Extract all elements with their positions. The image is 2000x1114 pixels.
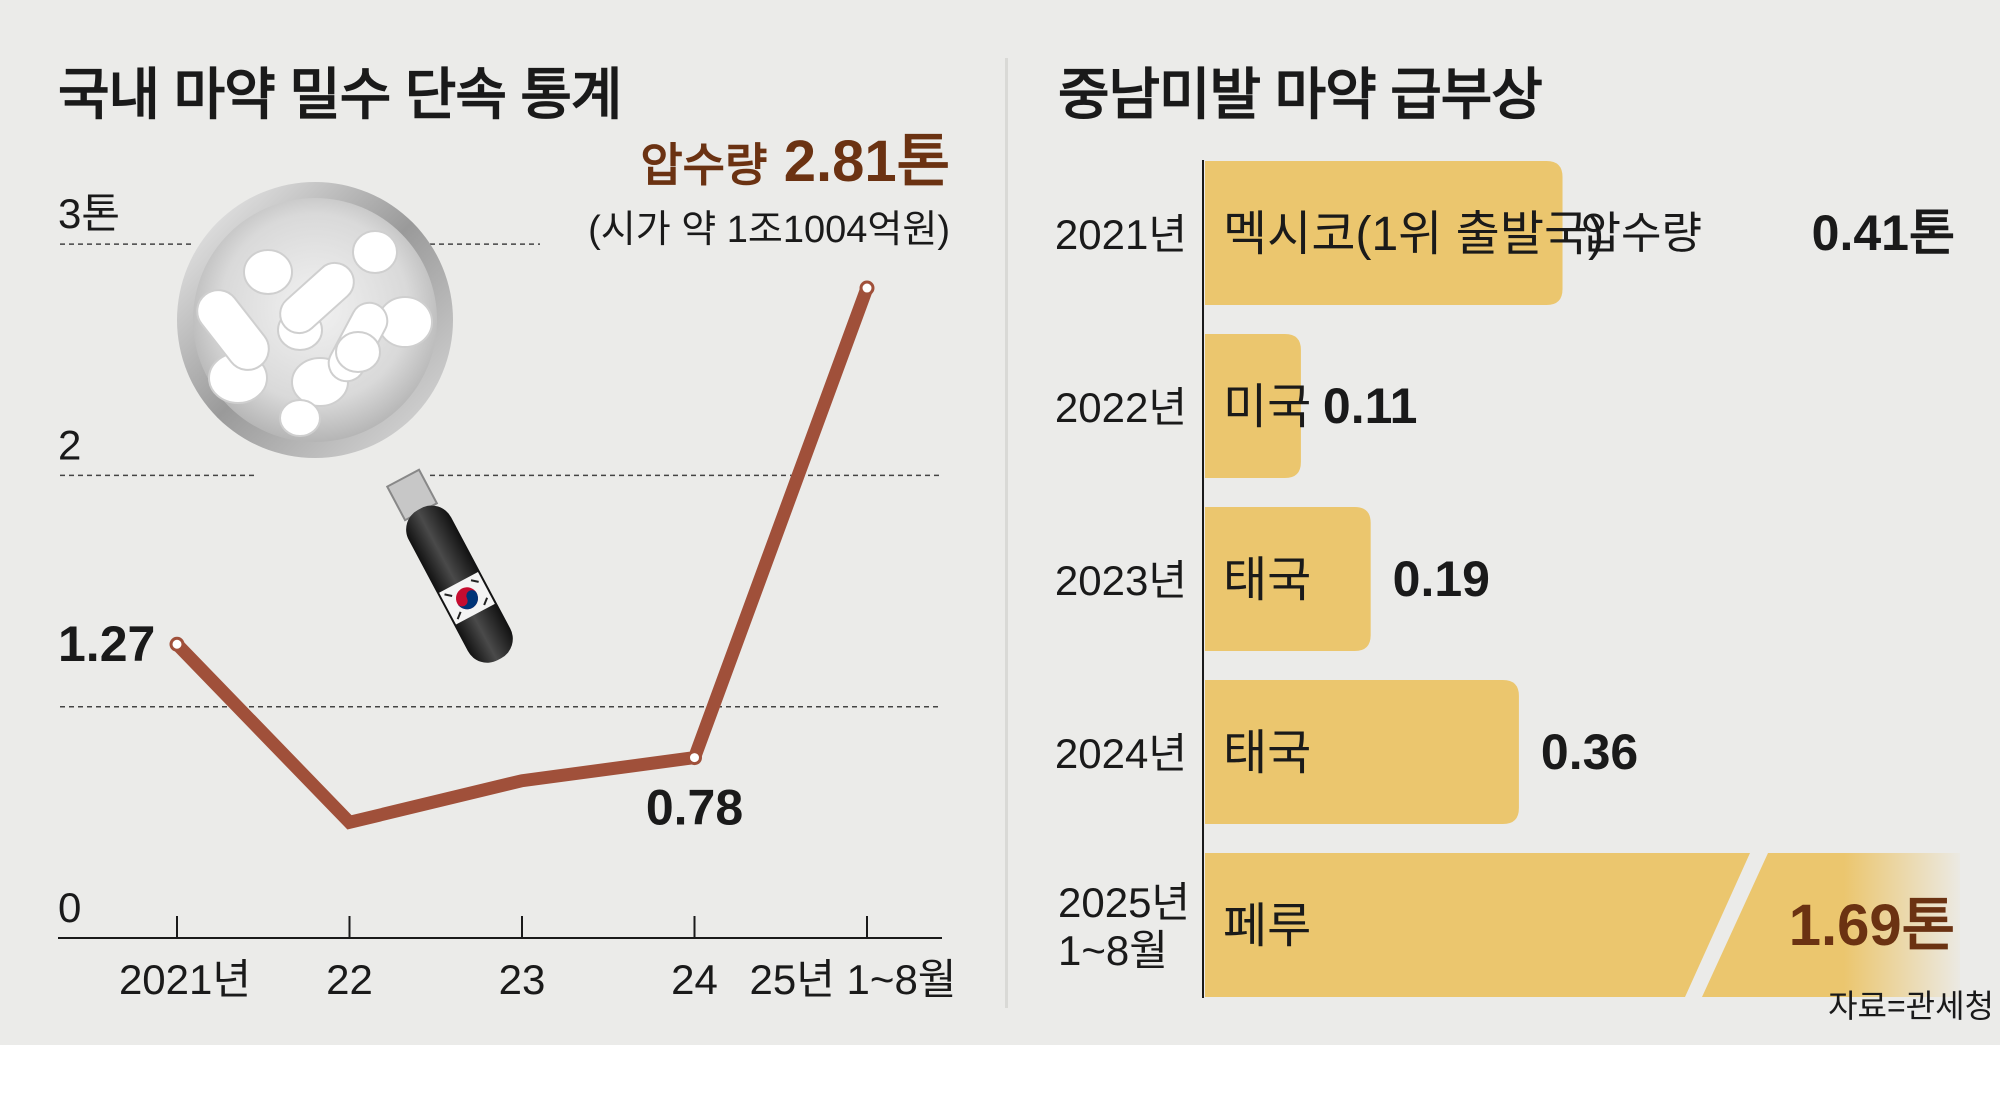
bar (1205, 334, 1301, 478)
magnifier-illustration (177, 182, 513, 663)
year-label-line: 2025년 (1058, 879, 1190, 926)
year-label: 2023년 (1055, 557, 1187, 604)
source-note: 자료=관세청 (1828, 988, 1994, 1024)
right-chart-title: 중남미발 마약 급부상 (1058, 63, 1543, 126)
bar-chart: 2021년 멕시코(1위 출발국)압수량 0.41톤 2022년 미국 0.11 2023년… (1055, 160, 1960, 998)
data-point (687, 750, 702, 766)
peak-value: 2.81톤 (783, 129, 950, 194)
series-line (172, 285, 874, 830)
value-label: 0.41톤 (1812, 205, 1955, 261)
year-label: 2022년 (1055, 384, 1187, 431)
left-chart-title: 국내 마약 밀수 단속 통계 (58, 63, 622, 126)
country-label: 멕시코(1위 출발국) (1223, 208, 1604, 261)
bar (1205, 853, 1750, 997)
y-tick-label: 3톤 (58, 190, 120, 237)
x-tick-label: 25년 1~8월 (750, 956, 957, 1003)
value-label: 1.69톤 (1789, 893, 1955, 958)
year-label-line: 1~8월 (1058, 927, 1168, 974)
bar (1205, 680, 1519, 824)
peak-annotation: 압수량 2.81톤 (시가 약 1조1004억원) (540, 130, 950, 253)
value-label: 0.11 (1323, 378, 1418, 434)
y-tick-label: 0 (58, 884, 81, 931)
country-label: 페루 (1223, 900, 1311, 953)
bar (1205, 507, 1371, 651)
country-label: 미국 (1223, 381, 1311, 434)
data-label: 0.78 (646, 780, 743, 836)
country-label: 태국 (1223, 727, 1311, 780)
year-label: 2024년 (1055, 730, 1187, 777)
value-label: 0.19 (1393, 551, 1490, 607)
bar (1205, 161, 1563, 305)
x-tick-label: 24 (671, 956, 718, 1003)
peak-market-value: (시가 약 1조1004억원) (588, 208, 950, 251)
year-label: 2025년 1~8월 (1058, 879, 1190, 974)
panel-divider (1005, 58, 1008, 1008)
line-chart: 0 2 3톤 2021년 22 23 24 25년 1~8월 (58, 182, 957, 1003)
data-label: 1.27 (58, 616, 155, 672)
x-tick-label: 2021년 (119, 956, 251, 1003)
x-tick-label: 23 (499, 956, 546, 1003)
bar-break-segment (1702, 853, 1960, 997)
value-label: 0.36 (1541, 724, 1638, 780)
value-prefix: 압수량 (1581, 209, 1702, 258)
year-label: 2021년 (1055, 211, 1187, 258)
x-tick-label: 22 (326, 956, 373, 1003)
chart-panel: 국내 마약 밀수 단속 통계 중남미발 마약 급부상 0 2 3톤 2021년 22 23… (0, 0, 2000, 1045)
data-point (859, 280, 875, 296)
peak-label: 압수량 (640, 139, 768, 191)
country-label: 태국 (1223, 554, 1311, 607)
data-point (169, 636, 185, 652)
y-tick-label: 2 (58, 421, 81, 468)
